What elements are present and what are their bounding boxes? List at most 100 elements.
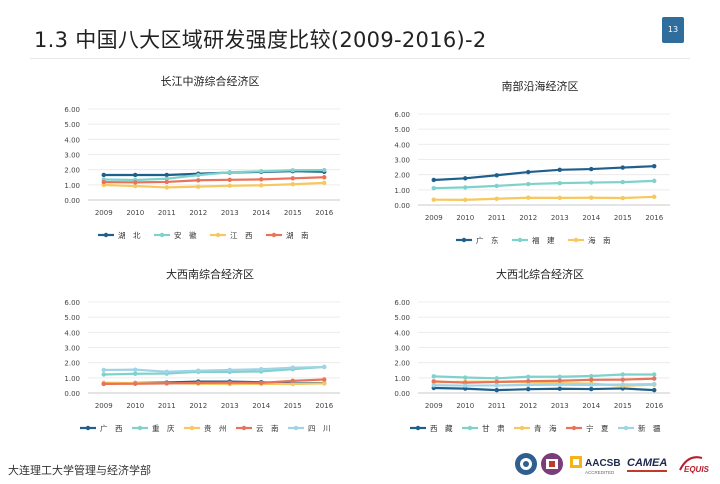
chart-title: 南部沿海经济区 xyxy=(502,79,579,93)
legend-label: 四 川 xyxy=(308,424,331,433)
data-point xyxy=(589,382,594,388)
data-point xyxy=(463,375,468,380)
data-point xyxy=(431,197,436,202)
school-seal-icon xyxy=(541,453,563,475)
legend-marker xyxy=(189,425,195,431)
chart-great-southwest: 大西南综合经济区 0.00 1.00 2.00 3.00 4.00 5.00 6.00 2009… xyxy=(40,258,380,448)
legend-label: 海 南 xyxy=(588,235,611,245)
x-tick-label: 2013 xyxy=(221,402,239,410)
chart-svg: 南部沿海经济区 0.00 1.00 2.00 3.00 4.00 5.00 6.00 2009 2… xyxy=(394,79,670,245)
x-tick-label: 2010 xyxy=(126,402,144,410)
data-point xyxy=(463,197,468,203)
legend-label: 安 徽 xyxy=(174,230,197,240)
y-tick-label: 4.00 xyxy=(394,329,410,337)
data-point xyxy=(101,372,106,377)
y-tick-label: 2.00 xyxy=(64,360,80,368)
x-tick-label: 2009 xyxy=(95,209,113,217)
data-point xyxy=(164,185,169,190)
chart-changjiang-midstream: 长江中游综合经济区 0.00 1.00 2.00 3.00 4.00 5.00 6.00 200… xyxy=(40,65,380,255)
chart-svg: 大西北综合经济区 0.00 1.00 2.00 3.00 4.00 5.00 6.00 2009… xyxy=(394,267,670,433)
data-point xyxy=(589,195,594,200)
data-point xyxy=(290,381,295,387)
data-point xyxy=(259,169,264,174)
x-tick-label: 2009 xyxy=(95,402,113,410)
legend-label: 贵 州 xyxy=(204,423,227,433)
aacsb-logo: AACSB ACCREDITED xyxy=(570,456,621,475)
x-tick-label: 2014 xyxy=(252,402,270,410)
chart-title: 大西南综合经济区 xyxy=(166,267,254,281)
series-line-0 xyxy=(433,386,655,392)
y-tick-label: 5.00 xyxy=(394,126,410,134)
y-tick-label: 3.00 xyxy=(64,345,80,353)
legend-item: 甘 肃 xyxy=(462,423,505,433)
data-point xyxy=(164,179,169,185)
data-point xyxy=(652,194,657,200)
legend-item: 安 徽 xyxy=(154,230,197,240)
legend-label: 新 疆 xyxy=(638,423,661,433)
data-point xyxy=(589,373,594,379)
legend-marker xyxy=(467,425,473,431)
y-tick-label: 4.00 xyxy=(64,136,80,144)
data-point xyxy=(290,365,295,370)
x-tick-label: 2016 xyxy=(645,214,663,222)
legend-item: 湖 南 xyxy=(266,230,309,240)
x-tick-label: 2011 xyxy=(488,402,506,410)
data-point xyxy=(526,382,531,388)
data-point xyxy=(557,386,562,391)
data-point xyxy=(557,167,562,173)
data-point xyxy=(431,383,436,388)
data-point xyxy=(620,382,625,387)
x-tick-label: 2013 xyxy=(221,209,239,217)
data-point xyxy=(526,195,531,200)
data-point xyxy=(494,173,499,178)
data-point xyxy=(101,172,106,178)
y-tick-label: 5.00 xyxy=(64,314,80,322)
x-tick-label: 2012 xyxy=(189,402,207,410)
legend-marker xyxy=(103,232,109,238)
legend-item: 福 建 xyxy=(512,235,555,245)
y-tick-label: 6.00 xyxy=(64,299,80,307)
x-tick-label: 2015 xyxy=(284,402,302,410)
legend-item: 云 南 xyxy=(236,423,279,433)
x-tick-label: 2012 xyxy=(519,402,537,410)
equis-logo: EQUIS xyxy=(679,456,710,474)
legend-label: 湖 南 xyxy=(286,230,309,240)
data-point xyxy=(463,176,468,181)
series-line-1 xyxy=(433,179,655,190)
data-point xyxy=(620,179,625,185)
y-tick-label: 3.00 xyxy=(394,345,410,353)
data-point xyxy=(322,180,327,186)
y-tick-label: 2.00 xyxy=(394,360,410,368)
legend-label: 广 东 xyxy=(476,235,499,245)
data-point xyxy=(290,378,295,384)
data-point xyxy=(652,178,657,184)
legend-label: 云 南 xyxy=(256,423,279,433)
university-seal-icon xyxy=(515,453,537,475)
series-line-1 xyxy=(103,169,325,182)
data-point xyxy=(463,185,468,190)
chart-svg: 大西南综合经济区 0.00 1.00 2.00 3.00 4.00 5.00 6.00 2009… xyxy=(64,267,340,433)
data-point xyxy=(322,381,327,386)
chart-title: 长江中游综合经济区 xyxy=(161,74,260,88)
legend-marker xyxy=(573,237,579,243)
data-point xyxy=(589,166,594,172)
data-point xyxy=(101,179,106,185)
legend-marker xyxy=(215,232,221,238)
x-tick-label: 2016 xyxy=(315,402,333,410)
legend-label: 广 西 xyxy=(100,423,123,433)
data-point xyxy=(133,371,138,376)
y-tick-label: 4.00 xyxy=(64,329,80,337)
data-point xyxy=(227,170,232,175)
data-point xyxy=(494,379,499,385)
y-tick-label: 2.00 xyxy=(394,172,410,180)
x-tick-label: 2009 xyxy=(425,402,443,410)
title-divider xyxy=(30,58,690,59)
chart-title: 大西北综合经济区 xyxy=(496,267,584,281)
data-point xyxy=(557,378,562,383)
x-tick-label: 2016 xyxy=(645,402,663,410)
data-point xyxy=(227,380,232,385)
data-point xyxy=(589,377,594,383)
y-tick-label: 0.00 xyxy=(64,390,80,398)
y-tick-label: 6.00 xyxy=(64,106,80,114)
legend-marker xyxy=(271,232,277,238)
